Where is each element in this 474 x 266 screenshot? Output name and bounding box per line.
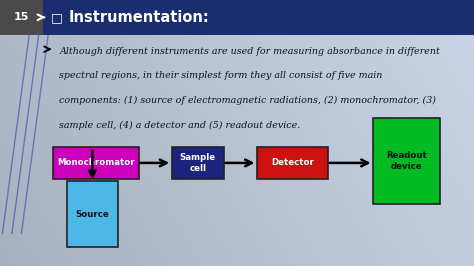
FancyBboxPatch shape: [172, 147, 224, 179]
Text: □: □: [51, 11, 63, 24]
FancyBboxPatch shape: [0, 0, 43, 35]
Text: Readout
device: Readout device: [386, 151, 427, 171]
Text: Source: Source: [75, 210, 109, 219]
Text: Monochromator: Monochromator: [57, 159, 135, 167]
FancyBboxPatch shape: [43, 0, 474, 35]
Text: components: (1) source of electromagnetic radiations, (2) monochromator, (3): components: (1) source of electromagneti…: [59, 96, 436, 105]
FancyBboxPatch shape: [257, 147, 328, 179]
Text: spectral regions, in their simplest form they all consist of five main: spectral regions, in their simplest form…: [59, 71, 383, 80]
FancyBboxPatch shape: [67, 181, 118, 247]
Text: Although different instruments are used for measuring absorbance in different: Although different instruments are used …: [59, 47, 440, 56]
Text: Sample
cell: Sample cell: [180, 153, 216, 173]
Text: 15: 15: [14, 12, 29, 22]
Text: Instrumentation:: Instrumentation:: [69, 10, 210, 25]
Text: sample cell, (4) a detector and (5) readout device.: sample cell, (4) a detector and (5) read…: [59, 121, 301, 130]
FancyBboxPatch shape: [373, 118, 440, 204]
Text: Detector: Detector: [271, 159, 314, 167]
FancyBboxPatch shape: [53, 147, 139, 179]
